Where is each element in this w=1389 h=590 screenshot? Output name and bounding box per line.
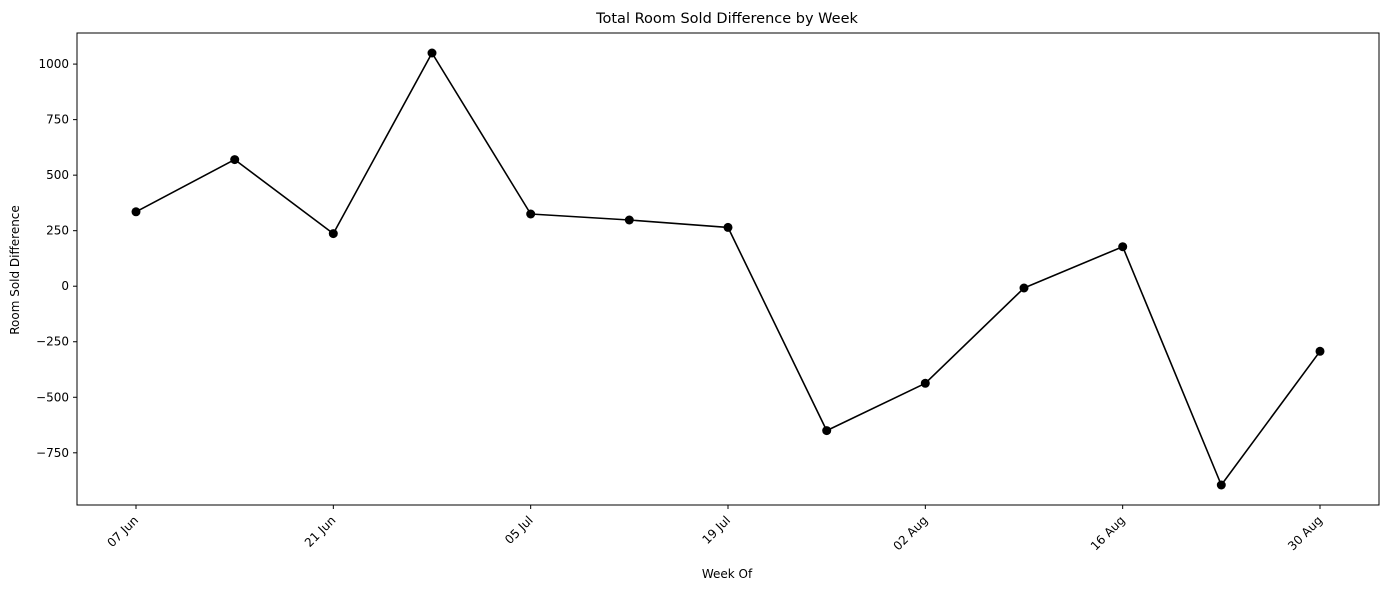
y-tick-label: −500: [36, 390, 69, 404]
data-point: [1216, 480, 1226, 490]
plot-area: −750 −500 −250 0 250 500 750 1000 07 Jun 21 Jun 05…: [36, 32, 1380, 553]
y-tick-label: 750: [46, 113, 69, 127]
data-point: [427, 48, 437, 58]
x-axis-title: Week Of: [702, 567, 753, 581]
y-axis-title: Room Sold Difference: [8, 205, 22, 335]
y-tick-label: 500: [46, 168, 69, 182]
data-point: [1118, 242, 1128, 252]
x-tick-label: 07 Jun: [104, 513, 141, 550]
x-tick-label: 05 Jul: [502, 513, 536, 547]
data-point: [1315, 346, 1325, 356]
plot-frame: [76, 32, 1380, 506]
y-tick-label: 1000: [38, 57, 69, 71]
data-point: [526, 209, 536, 219]
x-tick-label: 19 Jul: [699, 513, 733, 547]
y-tick-label: −750: [36, 446, 69, 460]
chart-title: Total Room Sold Difference by Week: [595, 11, 858, 27]
data-point: [328, 229, 338, 239]
data-point: [131, 207, 141, 217]
x-tick-label: 02 Aug: [890, 513, 930, 553]
data-point: [624, 215, 634, 225]
data-point: [1019, 283, 1029, 293]
x-tick-label: 21 Jun: [302, 513, 339, 550]
data-point: [822, 426, 832, 436]
data-point: [230, 155, 240, 165]
series-line: [135, 52, 1321, 486]
x-tick-label: 30 Aug: [1285, 513, 1325, 553]
y-tick-label: −250: [36, 335, 69, 349]
data-point: [920, 378, 930, 388]
data-point: [723, 222, 733, 232]
y-tick-label: 250: [46, 224, 69, 238]
x-tick-label: 16 Aug: [1088, 513, 1128, 553]
y-tick-label: 0: [61, 279, 69, 293]
